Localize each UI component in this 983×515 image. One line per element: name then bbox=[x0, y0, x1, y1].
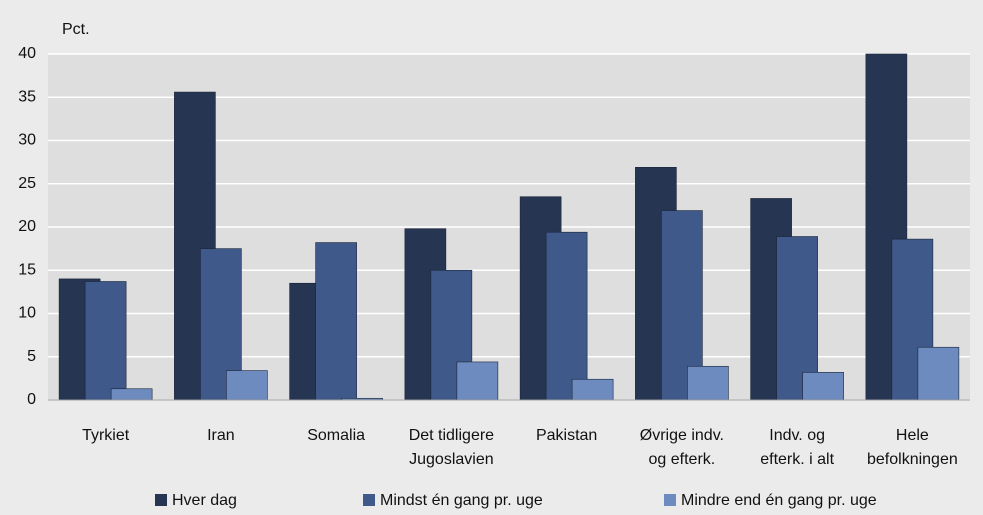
bar bbox=[802, 372, 844, 401]
y-tick-label: 5 bbox=[27, 348, 36, 365]
legend-swatch bbox=[363, 494, 375, 506]
bar bbox=[917, 346, 960, 401]
x-tick-label: Somalia bbox=[307, 427, 365, 444]
y-tick-label: 30 bbox=[18, 132, 36, 149]
x-tick-label: Øvrige indv. bbox=[640, 427, 724, 444]
legend-swatch bbox=[664, 494, 676, 506]
bar bbox=[84, 281, 127, 401]
bar bbox=[545, 231, 588, 401]
x-tick-label: befolkningen bbox=[867, 451, 958, 468]
y-tick-label: 35 bbox=[18, 88, 36, 105]
x-tick-label: Tyrkiet bbox=[82, 427, 130, 444]
legend-label: Mindst én gang pr. uge bbox=[380, 492, 543, 509]
bar bbox=[315, 242, 357, 401]
y-tick-label: 0 bbox=[27, 391, 36, 408]
x-tick-label: efterk. i alt bbox=[760, 451, 834, 468]
y-tick-label: 10 bbox=[18, 305, 36, 322]
x-tick-label: Iran bbox=[207, 427, 235, 444]
bar bbox=[174, 91, 216, 401]
y-tick-label: 20 bbox=[18, 218, 36, 235]
legend-label: Hver dag bbox=[172, 492, 237, 509]
bar bbox=[571, 378, 614, 401]
x-tick-label: og efterk. bbox=[649, 451, 716, 468]
legend-label: Mindre end én gang pr. uge bbox=[681, 492, 877, 509]
x-tick-label: Indv. og bbox=[769, 427, 825, 444]
y-tick-label: 15 bbox=[18, 261, 36, 278]
y-tick-label: 40 bbox=[18, 45, 36, 62]
bar bbox=[456, 361, 499, 401]
legend-swatch bbox=[155, 494, 167, 506]
bar bbox=[110, 388, 153, 401]
x-tick-label: Hele bbox=[896, 427, 929, 444]
bar bbox=[226, 370, 268, 401]
x-tick-label: Det tidligere bbox=[409, 427, 494, 444]
x-tick-label: Jugoslavien bbox=[409, 451, 494, 468]
y-tick-label: 25 bbox=[18, 175, 36, 192]
bar bbox=[687, 365, 729, 401]
x-tick-label: Pakistan bbox=[536, 427, 597, 444]
y-axis-label: Pct. bbox=[62, 21, 90, 38]
